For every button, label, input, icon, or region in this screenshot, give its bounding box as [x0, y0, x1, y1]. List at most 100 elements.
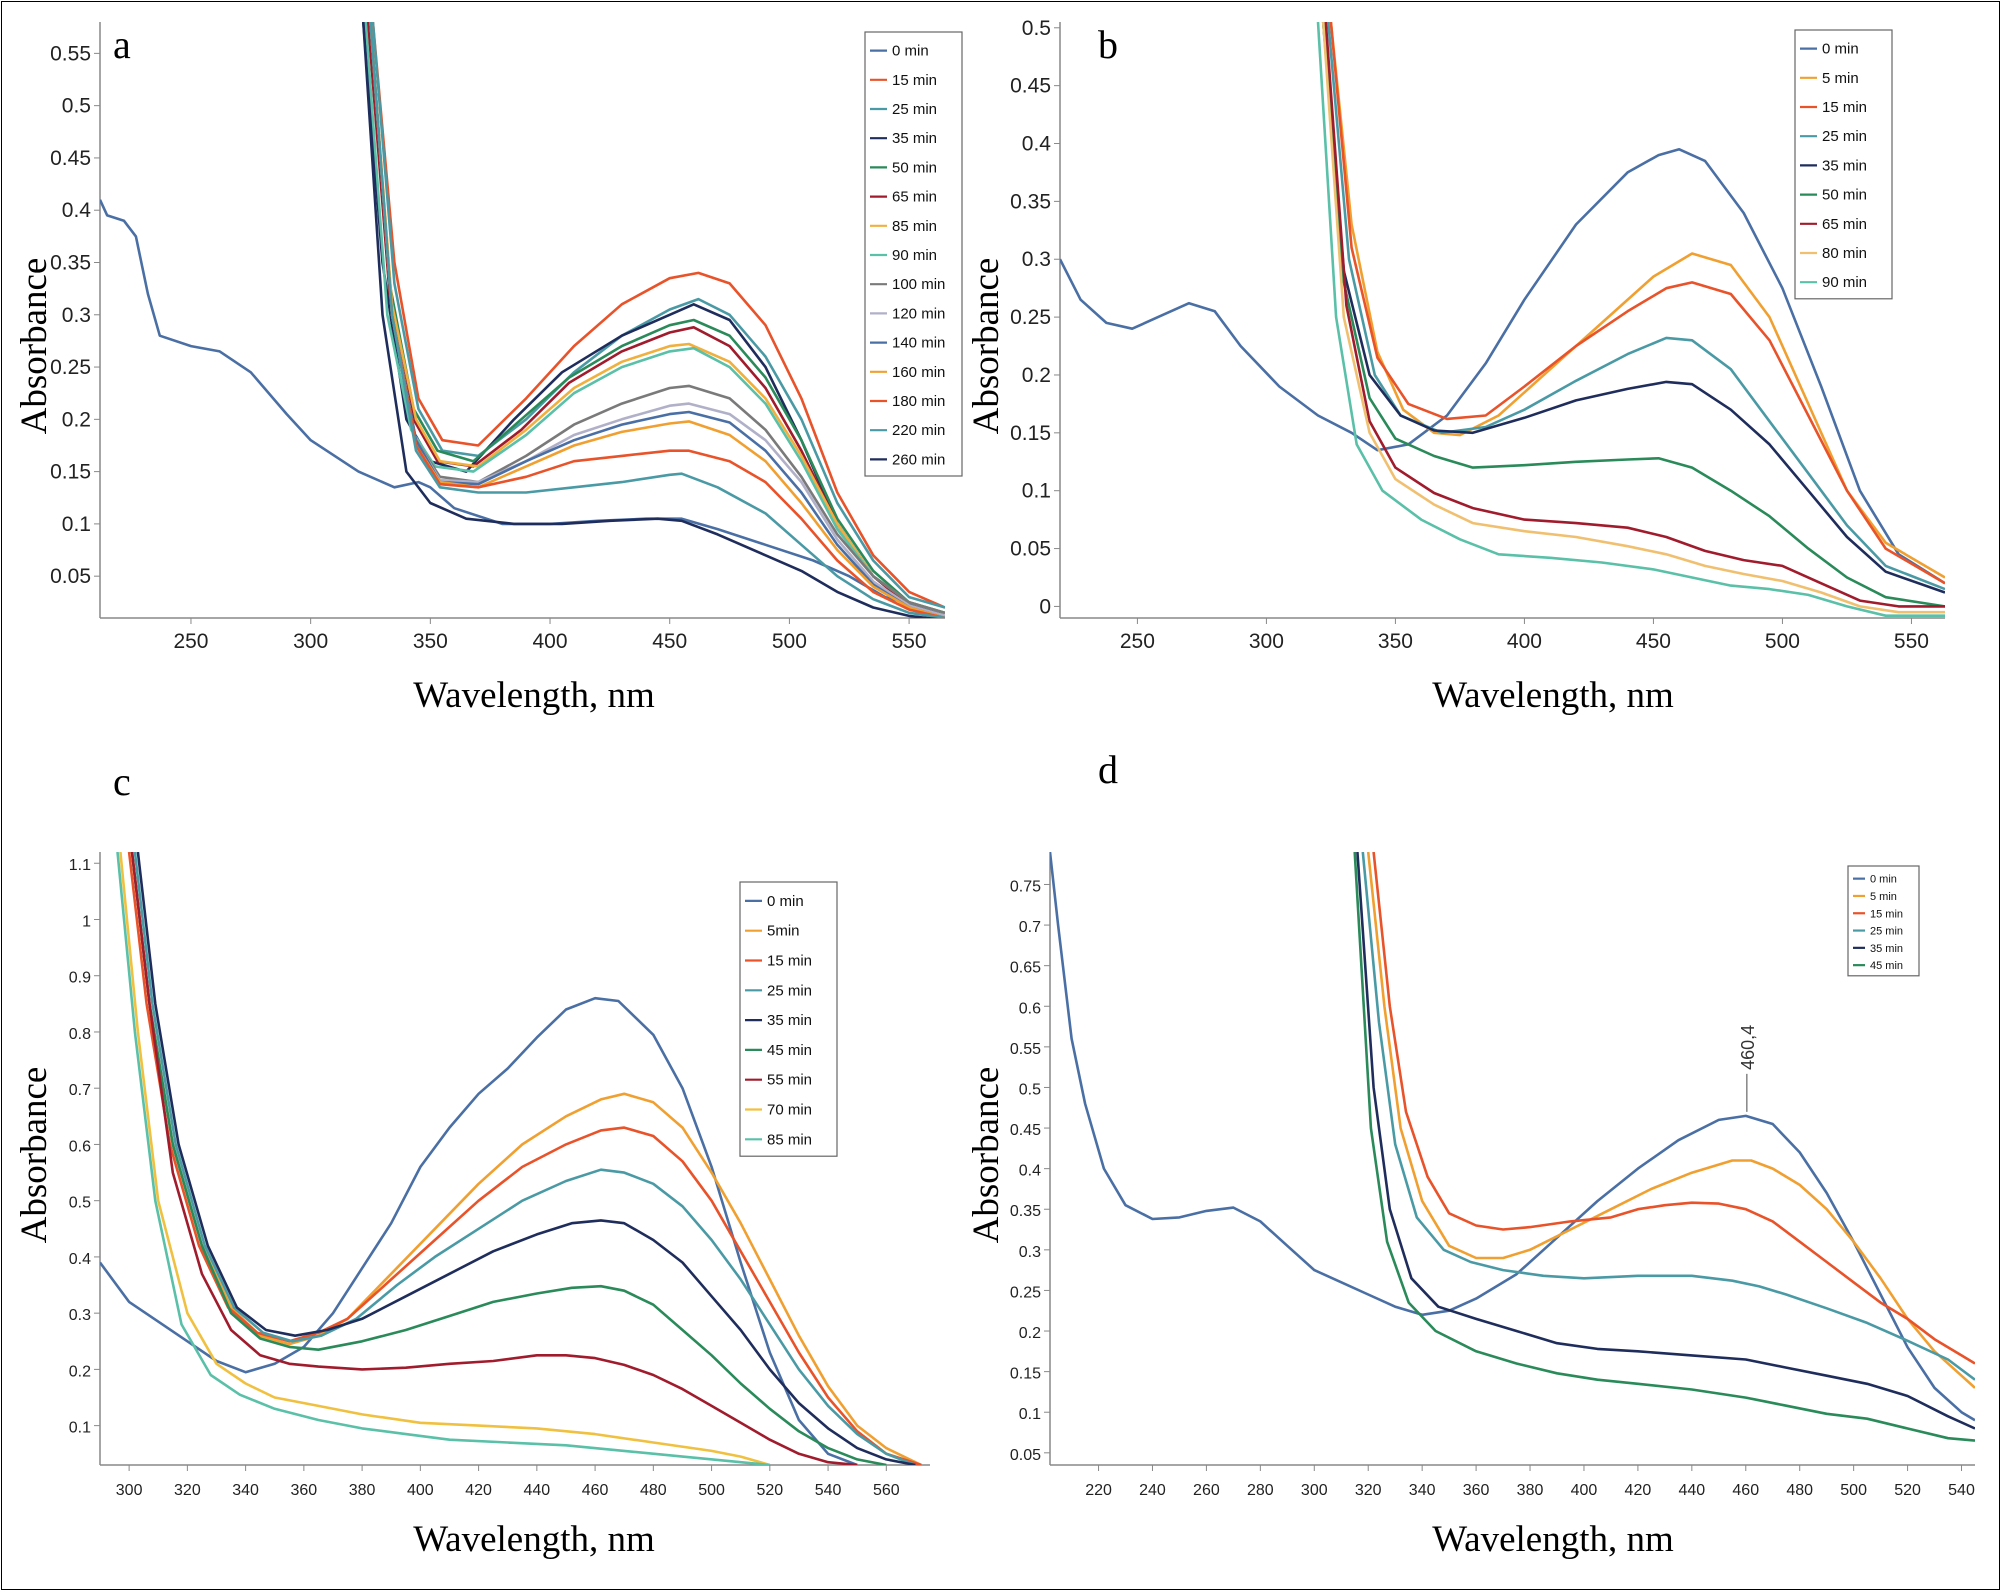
x-tick-label: 320: [174, 1482, 201, 1499]
y-tick-label: 0.05: [50, 565, 91, 588]
x-tick-label: 460: [1732, 1482, 1759, 1499]
series-line-80min: [1321, 22, 1945, 614]
x-tick-label: 380: [1517, 1482, 1544, 1499]
panel-letter-a: a: [113, 22, 131, 67]
y-tick-label: 0.3: [69, 1307, 91, 1324]
legend-label: 80 min: [1822, 245, 1867, 262]
x-tick-label: 550: [1894, 630, 1929, 653]
panel-c-ylabel: Absorbance: [14, 1067, 55, 1244]
x-tick-label: 300: [1301, 1482, 1328, 1499]
y-tick-label: 0: [1039, 595, 1051, 618]
x-tick-label: 400: [1507, 630, 1542, 653]
series-line-45min: [1353, 852, 1975, 1442]
y-tick-label: 0.1: [1022, 480, 1051, 503]
x-tick-label: 500: [1765, 630, 1800, 653]
x-tick-label: 220: [1085, 1482, 1112, 1499]
series-line-180min: [369, 22, 945, 618]
legend-label: 85 min: [767, 1131, 812, 1148]
y-tick-label: 0.15: [50, 461, 91, 484]
legend-label: 70 min: [767, 1102, 812, 1119]
x-tick-label: 450: [652, 630, 687, 653]
x-tick-label: 500: [698, 1482, 725, 1499]
series-line-85min: [369, 22, 945, 615]
x-tick-label: 420: [1625, 1482, 1652, 1499]
legend-label: 65 min: [1822, 216, 1867, 233]
x-tick-label: 300: [1249, 630, 1284, 653]
series-line-35min: [1321, 22, 1945, 594]
x-tick-label: 360: [1463, 1482, 1490, 1499]
series-line-220min: [369, 22, 945, 618]
series-line-0min: [100, 199, 945, 615]
plots-layer: 250 300 350 400 450 500 5500.050.10.150.20.250…: [50, 17, 1975, 1499]
legend-label: 25 min: [767, 982, 812, 999]
series-line-35min: [136, 852, 916, 1465]
legend-label: 140 min: [892, 335, 945, 352]
legend-label: 45 min: [1870, 960, 1903, 972]
legend-label: 35 min: [1870, 943, 1903, 955]
series-line-25min: [1361, 852, 1975, 1381]
series-line-15min: [127, 852, 922, 1465]
y-tick-label: 0.25: [1010, 306, 1051, 329]
panel-letter-c: c: [113, 759, 131, 804]
y-tick-label: 0.45: [1010, 75, 1051, 98]
y-tick-label: 0.5: [1019, 1081, 1041, 1098]
legend-label: 5 min: [1870, 891, 1897, 903]
series-group: [100, 852, 922, 1465]
x-tick-label: 260: [1193, 1482, 1220, 1499]
legend-label: 65 min: [892, 189, 937, 206]
y-tick-label: 0.25: [50, 356, 91, 379]
y-tick-label: 0.2: [1022, 364, 1051, 387]
y-tick-label: 0.25: [1010, 1284, 1041, 1301]
series-line-0min: [1050, 852, 1975, 1422]
series-line-35min: [1356, 852, 1975, 1430]
panel-c-xlabel: Wavelength, nm: [413, 1519, 655, 1560]
series-line-50min: [366, 22, 945, 615]
chart-panel-a: 250 300 350 400 450 500 550 0.05 0.1 0.15 0.2 0.25 0…: [50, 22, 963, 653]
x-tick-label: 280: [1247, 1482, 1274, 1499]
y-tick-label: 0.65: [1010, 960, 1041, 977]
x-tick-label: 250: [1120, 630, 1155, 653]
x-tick-label: 420: [465, 1482, 492, 1499]
series-line-0min: [1060, 148, 1945, 585]
y-tick-label: 1: [82, 913, 91, 930]
y-tick-label: 0.75: [1010, 878, 1041, 895]
legend-label: 180 min: [892, 393, 945, 410]
y-tick-label: 0.7: [69, 1082, 91, 1099]
legend-label: 120 min: [892, 305, 945, 322]
y-tick-label: 0.2: [62, 408, 91, 431]
y-tick-label: 0.15: [1010, 422, 1051, 445]
panel-b-xlabel: Wavelength, nm: [1432, 675, 1674, 716]
x-tick-label: 440: [1678, 1482, 1705, 1499]
legend-label: 35 min: [892, 130, 937, 147]
x-tick-label: 300: [293, 630, 328, 653]
x-tick-label: 480: [1786, 1482, 1813, 1499]
y-tick-label: 0.4: [69, 1251, 91, 1268]
x-tick-label: 550: [892, 630, 927, 653]
panel-b-ylabel: Absorbance: [966, 258, 1007, 435]
x-tick-label: 520: [1894, 1482, 1921, 1499]
x-tick-label: 500: [772, 630, 807, 653]
legend-label: 260 min: [892, 451, 945, 468]
legend-label: 25 min: [1870, 926, 1903, 938]
x-tick-label: 380: [349, 1482, 376, 1499]
y-tick-label: 0.15: [1010, 1366, 1041, 1383]
chart-panel-d: 220 240 260 280 300 320 340 360 380 400 420 440 460 4…: [1010, 852, 1975, 1499]
series-line-5min: [1329, 22, 1945, 579]
y-tick-label: 0.1: [62, 513, 91, 536]
series-group: [1060, 22, 1945, 617]
legend-label: 5 min: [1822, 70, 1859, 87]
y-tick-label: 0.4: [1019, 1163, 1041, 1180]
y-tick-label: 0.5: [69, 1195, 91, 1212]
legend-label: 0 min: [892, 43, 929, 60]
legend-label: 100 min: [892, 276, 945, 293]
y-tick-label: 0.05: [1010, 538, 1051, 561]
legend-label: 0 min: [1870, 874, 1897, 886]
series-line-90min: [1316, 22, 1945, 617]
x-tick-label: 560: [873, 1482, 900, 1499]
legend-label: 5min: [767, 923, 800, 940]
panel-a-ylabel: Absorbance: [14, 258, 55, 435]
legend-label: 45 min: [767, 1042, 812, 1059]
chart-panel-b: 250 300 350 400 450 500 550 0 0.05 0.1 0.15 0.2 0.25…: [1010, 17, 1945, 653]
x-tick-label: 240: [1139, 1482, 1166, 1499]
legend-label: 15 min: [1870, 908, 1903, 920]
